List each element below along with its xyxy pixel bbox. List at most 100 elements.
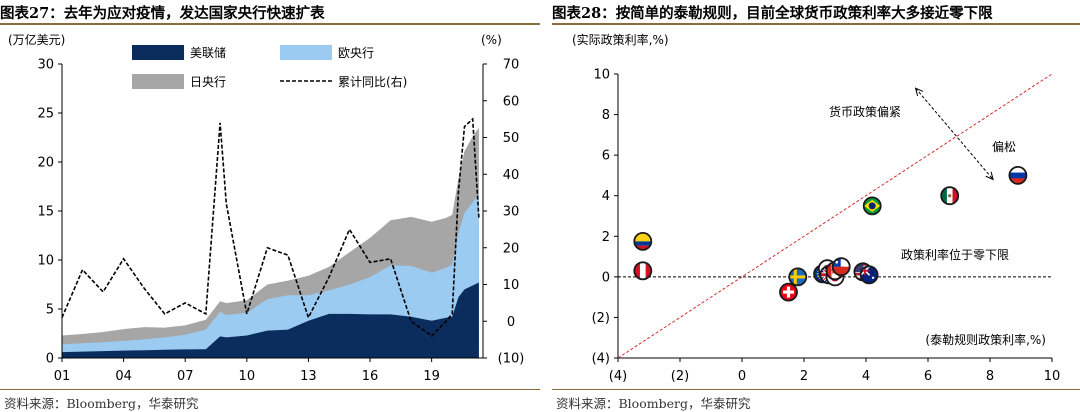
- x-tick-label: (2): [671, 369, 689, 384]
- y-tick-label: 15: [37, 205, 54, 220]
- y2-tick-label: 10: [503, 278, 520, 293]
- source-rule: [0, 389, 540, 390]
- flag-part: [1009, 172, 1027, 179]
- flag-icon: [863, 197, 881, 215]
- x-tick-label: 16: [362, 369, 379, 384]
- flag-border: [633, 261, 653, 281]
- flag-star: [817, 275, 820, 278]
- flag-part: [868, 202, 876, 210]
- flag-icon: [832, 258, 850, 276]
- y-tick-label: 30: [37, 58, 54, 73]
- figure-27-title-text: 去年为应对疫情，发达国家央行快速扩表: [63, 5, 325, 22]
- x-axis-label: (泰勒规则政策利率,%): [925, 332, 1046, 347]
- y2-tick-label: 60: [503, 94, 520, 109]
- legend-swatch: [132, 74, 184, 89]
- flag-markers: [633, 165, 1028, 302]
- flag-part: [826, 262, 832, 280]
- y2-tick-label: (10): [498, 352, 525, 367]
- y-tick-label: (4): [592, 352, 610, 367]
- yoy-growth-line: [61, 117, 480, 337]
- figure-27-panel: 图表27：去年为应对疫情，发达国家央行快速扩表 0 5 10 15 20 25 30 (10)…: [0, 2, 540, 411]
- flag-part: [832, 258, 850, 267]
- flag-part: [639, 262, 646, 280]
- y2-tick-label: 50: [503, 131, 520, 146]
- flag-marker-colombia: [633, 231, 653, 251]
- fed-area: [62, 282, 479, 358]
- flag-part: [1009, 178, 1027, 184]
- y-tick-label: 10: [37, 254, 54, 269]
- x-tick-label: 0: [738, 369, 746, 384]
- flag-marker-russia: [1008, 165, 1028, 185]
- figure-28-title: 图表28：按简单的泰勒规则，目前全球货币政策利率大多接近零下限: [552, 2, 1080, 24]
- flag-marker-switzerland: [779, 282, 798, 302]
- taylor-45-degree-line: [617, 73, 1053, 359]
- figure-27-title: 图表27：去年为应对疫情，发达国家央行快速扩表: [0, 2, 540, 24]
- figure-27-source: 资料来源：Bloomberg，华泰研究: [4, 396, 199, 411]
- y-tick-label: (2): [592, 311, 610, 326]
- figure-28-source: 资料来源：Bloomberg，华泰研究: [556, 396, 751, 411]
- flag-icon: [634, 232, 652, 250]
- legend-label: 欧央行: [338, 46, 374, 60]
- y2-tick-label: 40: [503, 168, 520, 183]
- y-tick-label: 20: [37, 156, 54, 171]
- figure-27-number: 图表27：: [0, 5, 64, 22]
- y-tick-label: 25: [37, 107, 54, 122]
- y-tick-label: 0: [46, 352, 54, 367]
- flag-border: [831, 257, 851, 277]
- figure-28-panel: 图表28：按简单的泰勒规则，目前全球货币政策利率大多接近零下限 (4) (2) 0 2…: [552, 0, 1080, 412]
- legend-swatch: [280, 45, 332, 60]
- x-tick-label: 07: [177, 369, 194, 384]
- policy-stance-arrow: [915, 87, 994, 180]
- flag-icon: [1009, 166, 1027, 184]
- flag-border: [633, 231, 653, 251]
- flag-icon: [780, 283, 797, 301]
- balance-sheet-area-chart: 0 5 10 15 20 25 30 (10) 0 10 20 30 40 50 60 70 01 04 07 10 1…: [8, 32, 525, 384]
- flag-border: [862, 196, 882, 216]
- flag-part: [860, 270, 870, 272]
- x-tick-label: 2: [800, 369, 808, 384]
- y-tick-label: 2: [602, 230, 610, 245]
- flag-star: [816, 273, 819, 275]
- x-tick-label: 8: [986, 369, 994, 384]
- right-axis-unit: (%): [481, 33, 502, 47]
- title-rule: [552, 23, 1080, 25]
- flag-part: [832, 266, 850, 276]
- flag-marker-peru: [633, 261, 653, 281]
- arrow-head-down: [985, 171, 994, 181]
- x-tick-label: 04: [115, 369, 132, 384]
- stacked-areas: [62, 127, 479, 358]
- flag-part: [854, 263, 864, 273]
- flag-part: [634, 232, 652, 242]
- figure-28-title-text: 按简单的泰勒规则，目前全球货币政策利率大多接近零下限: [615, 5, 993, 22]
- flag-marker-brazil: [862, 196, 882, 216]
- y-tick-label: 10: [593, 68, 610, 83]
- x-tick-label: 13: [300, 369, 317, 384]
- y-tick-label: 5: [46, 303, 54, 318]
- y2-tick-label: 20: [503, 241, 520, 256]
- flag-part: [634, 241, 652, 246]
- figure-28-number: 图表28：: [552, 5, 616, 22]
- title-rule: [0, 23, 540, 25]
- flag-marker-australia: [859, 265, 879, 285]
- legend-swatch: [132, 45, 184, 60]
- legend-label: 美联储: [190, 45, 226, 60]
- x-tick-label: (4): [609, 369, 627, 384]
- y-tick-label: 8: [602, 108, 610, 123]
- flag-border: [859, 265, 879, 285]
- y2-tick-label: 30: [503, 205, 520, 220]
- flag-icon: [789, 268, 807, 286]
- flag-border: [788, 267, 808, 287]
- flag-marker-sweden: [788, 267, 808, 287]
- flag-part: [941, 187, 948, 205]
- legend-label: 累计同比(右): [338, 74, 407, 89]
- x-tick-label: 19: [423, 369, 440, 384]
- flag-marker-chile: [831, 257, 851, 277]
- x-tick-label: 4: [862, 369, 870, 384]
- x-tick-label: 10: [1044, 369, 1061, 384]
- flag-part: [835, 260, 839, 264]
- flag-border: [940, 186, 960, 206]
- zero-bound-annotation: 政策利率位于零下限: [901, 247, 1009, 262]
- flag-border: [1008, 165, 1028, 185]
- flag-icon: [634, 262, 652, 280]
